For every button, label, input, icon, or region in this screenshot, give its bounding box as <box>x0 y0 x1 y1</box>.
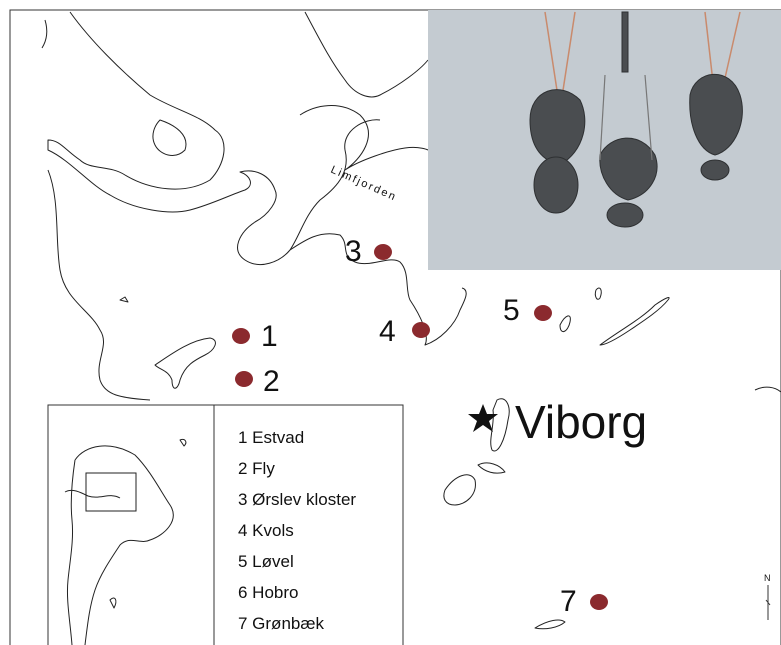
site-number: 1 <box>261 320 278 353</box>
legend: 1 Estvad 2 Fly 3 Ørslev kloster 4 Kvols … <box>47 404 404 645</box>
legend-item: 3 Ørslev kloster <box>238 490 356 509</box>
site-dot <box>374 244 392 260</box>
north-label: N <box>764 573 771 583</box>
site-dot <box>235 371 253 387</box>
site-dot <box>232 328 250 344</box>
site-number: 4 <box>379 315 396 348</box>
coastlines <box>41 11 781 630</box>
site-number: 3 <box>345 235 362 268</box>
legend-item: 4 Kvols <box>238 521 294 540</box>
site-number: 7 <box>560 585 577 618</box>
legend-item: 1 Estvad <box>238 428 304 447</box>
site-number: 2 <box>263 365 280 398</box>
site-dot <box>590 594 608 610</box>
sites: 1 2 3 4 5 7 <box>232 235 608 618</box>
city-label: Viborg <box>515 396 647 448</box>
north-arrow <box>765 585 771 620</box>
legend-item: 7 Grønbæk <box>238 614 324 633</box>
city-star <box>468 404 498 432</box>
legend-item: 5 Løvel <box>238 552 294 571</box>
photo <box>428 10 781 270</box>
site-dot <box>534 305 552 321</box>
inset-map <box>64 439 187 645</box>
legend-item: 6 Hobro <box>238 583 298 602</box>
legend-item: 2 Fly <box>238 459 275 478</box>
site-number: 5 <box>503 294 520 327</box>
site-dot <box>412 322 430 338</box>
